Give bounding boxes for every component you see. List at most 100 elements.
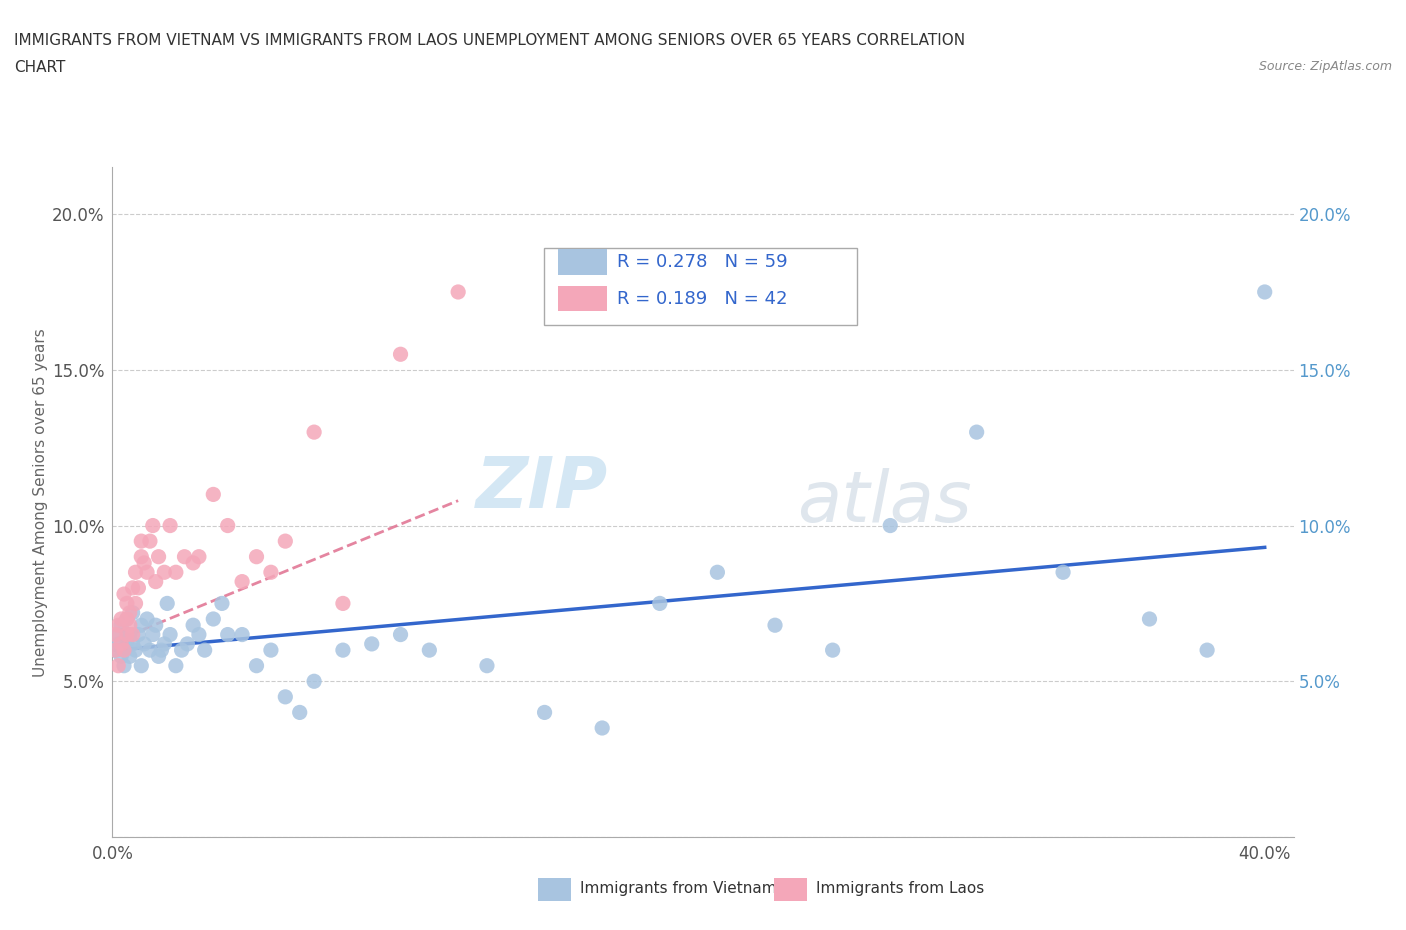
Point [591,721,613,736]
Point [274,534,297,549]
Text: CHART: CHART [14,60,66,75]
Point [231,627,253,642]
Point [107,618,129,632]
FancyBboxPatch shape [537,878,571,900]
Point [706,565,728,579]
Point [187,550,209,565]
Text: R = 0.278   N = 59: R = 0.278 N = 59 [617,253,787,271]
Point [1139,612,1161,627]
FancyBboxPatch shape [544,247,856,325]
Point [1052,565,1074,579]
Point [165,658,187,673]
Point [181,555,204,570]
Point [134,555,156,570]
Text: Immigrants from Vietnam: Immigrants from Vietnam [581,881,776,897]
Point [148,550,170,565]
Point [165,565,187,579]
Point [360,636,382,651]
Point [124,565,146,579]
Point [1197,643,1219,658]
Point [159,518,181,533]
Point [879,518,901,533]
Text: IMMIGRANTS FROM VIETNAM VS IMMIGRANTS FROM LAOS UNEMPLOYMENT AMONG SENIORS OVER : IMMIGRANTS FROM VIETNAM VS IMMIGRANTS FR… [14,33,965,47]
Point [107,627,129,642]
Y-axis label: Unemployment Among Seniors over 65 years: Unemployment Among Seniors over 65 years [32,328,48,677]
Text: Immigrants from Laos: Immigrants from Laos [817,881,984,897]
Point [763,618,786,632]
Point [150,643,173,658]
Point [181,618,204,632]
Point [142,627,165,642]
Point [129,618,152,632]
Point [104,643,127,658]
Point [274,689,297,704]
Point [110,618,132,632]
Point [110,649,132,664]
Point [118,605,141,620]
Point [245,658,267,673]
Point [112,643,135,658]
Point [245,550,267,565]
Point [121,605,143,620]
Point [332,596,354,611]
Point [121,636,143,651]
Point [966,425,988,440]
Point [389,347,412,362]
Point [115,612,138,627]
Point [112,658,135,673]
Point [153,636,176,651]
Point [211,596,233,611]
Point [1254,285,1277,299]
Point [260,565,283,579]
Point [332,643,354,658]
Point [110,636,132,651]
Point [288,705,311,720]
FancyBboxPatch shape [558,286,607,312]
Point [118,618,141,632]
Point [173,550,195,565]
Point [648,596,671,611]
Point [153,565,176,579]
Point [389,627,412,642]
Point [148,649,170,664]
Point [127,627,149,642]
Point [145,618,167,632]
Point [194,643,217,658]
Text: atlas: atlas [797,468,972,537]
Point [115,596,138,611]
Point [302,425,325,440]
Point [110,612,132,627]
Point [121,627,143,642]
Point [104,627,127,642]
Point [129,550,152,565]
Point [124,596,146,611]
Point [533,705,555,720]
Point [129,658,152,673]
Point [104,643,127,658]
Point [118,627,141,642]
Point [202,612,225,627]
Point [217,627,239,642]
Point [115,633,138,648]
Point [136,612,159,627]
Point [145,574,167,589]
Point [134,636,156,651]
Text: R = 0.189   N = 42: R = 0.189 N = 42 [617,289,787,308]
Point [139,643,162,658]
Point [475,658,498,673]
FancyBboxPatch shape [773,878,807,900]
Point [142,518,165,533]
Point [302,674,325,689]
Point [124,643,146,658]
Point [127,580,149,595]
Point [121,580,143,595]
Point [139,534,162,549]
Point [217,518,239,533]
Point [107,658,129,673]
Text: Source: ZipAtlas.com: Source: ZipAtlas.com [1258,60,1392,73]
Point [112,643,135,658]
Point [115,627,138,642]
Point [176,636,198,651]
Point [136,565,159,579]
Point [231,574,253,589]
